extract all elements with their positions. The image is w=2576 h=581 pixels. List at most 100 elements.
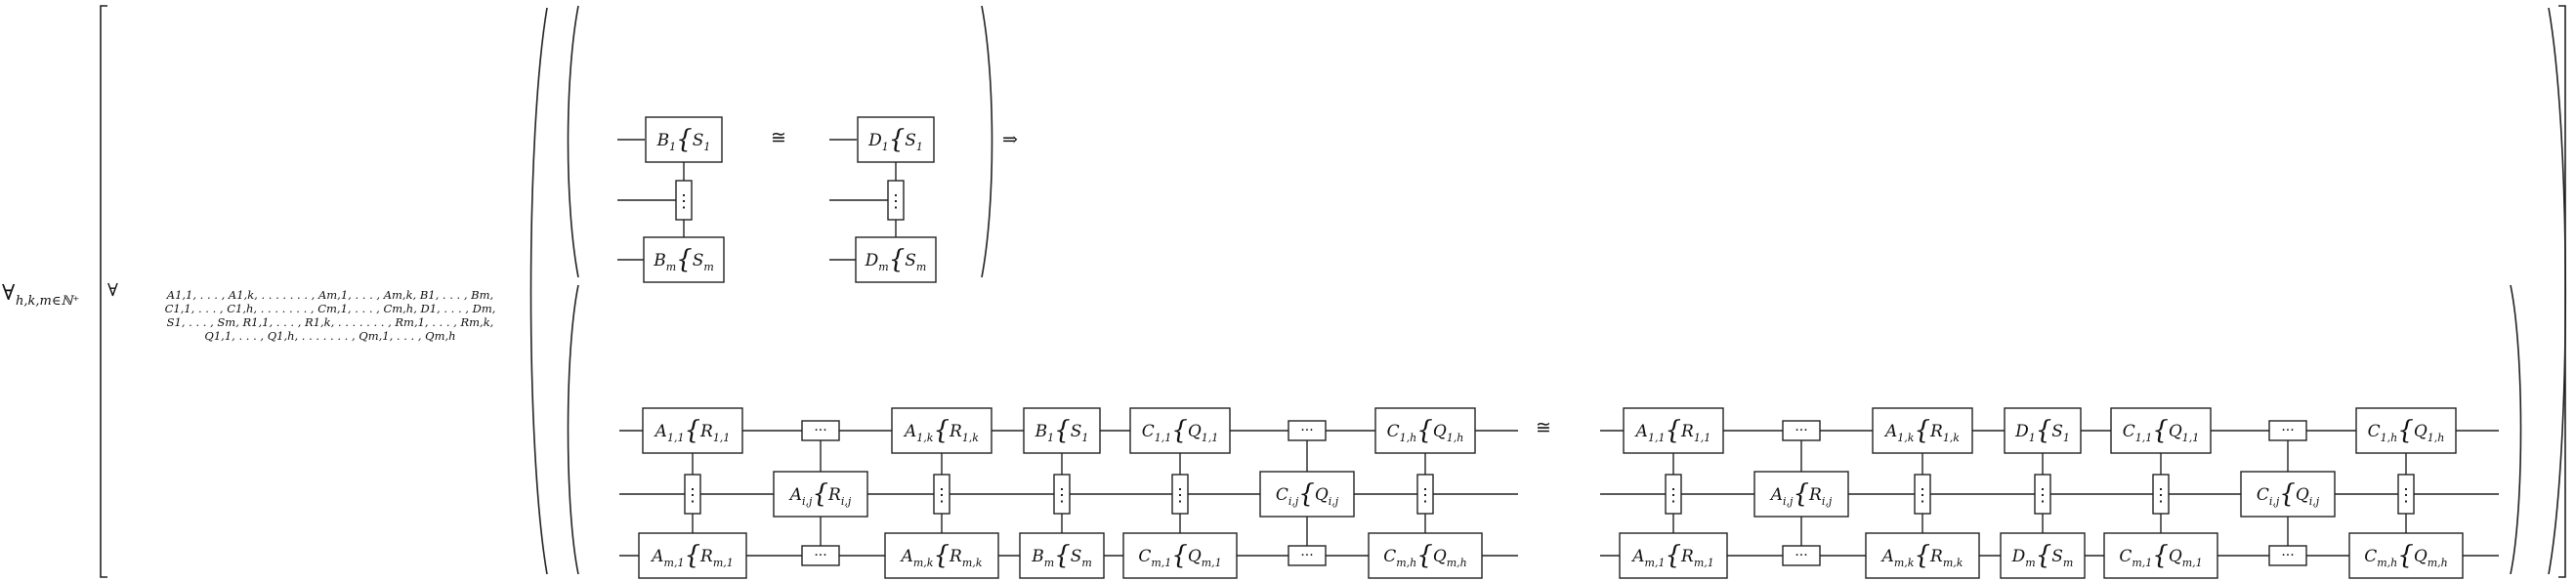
conclusion-left-mid-vdots-4-frame	[1171, 474, 1189, 515]
conclusion-left-top-cdots-2-glyph: ···	[1300, 423, 1313, 438]
conclusion-left-top-box-4-label: C1,1{Q1,1	[1142, 416, 1219, 445]
conclusion-right-top-box-5: C1,h{Q1,h	[2355, 407, 2457, 454]
conclusion-left-paren	[567, 284, 579, 575]
conclusion-left-bottom-box-2-frame	[884, 532, 999, 579]
variable-list-line-1: A1,1, . . . , A1,k, . . . . . . . , Am,1…	[166, 288, 493, 302]
premise-right-paren	[981, 5, 993, 278]
conclusion-left-bottom-box-3-frame	[1019, 532, 1105, 579]
conclusion-right-bottom-cdots-1-frame	[1782, 545, 1821, 566]
conclusion-left-bottom-cdots-1-glyph: ···	[814, 548, 826, 563]
conclusion-right-bottom-box-1-frame	[1619, 532, 1728, 579]
conclusion-right-bottom-box-2: Am,k{Rm,k	[1865, 532, 1980, 579]
conclusion-right-top-box-5-label: C1,h{Q1,h	[2368, 416, 2445, 445]
conclusion-left-top-box-2: A1,k{R1,k	[891, 407, 992, 454]
conclusion-right-mid-vdots-5-glyph: ⋮	[2397, 485, 2415, 506]
forall-symbol: ∀	[2, 281, 16, 306]
conclusion-right-top-cdots-1: ···	[1782, 420, 1821, 441]
conclusion-left-mid-vdots-2-glyph: ⋮	[933, 485, 950, 506]
conclusion-left-bottom-box-5-frame	[1368, 532, 1483, 579]
conclusion-right-mid-vdots-3-glyph: ⋮	[2034, 485, 2051, 506]
conclusion-left-bottom-box-4-frame	[1122, 532, 1238, 579]
conclusion-left-bottom-box-3-label: Bm{Sm	[1031, 541, 1092, 570]
conclusion-left-mid-vdots-5: ⋮	[1416, 474, 1434, 515]
conclusion-right-mid-box-2-frame	[2240, 471, 2336, 518]
conclusion-right-top-cdots-1-glyph: ···	[1795, 423, 1807, 438]
premise-right-box-bottom-label: Dm{Sm	[865, 245, 927, 274]
conclusion-right-bottom-cdots-2-glyph: ···	[2281, 548, 2294, 563]
conclusion-left-bottom-box-2: Am,k{Rm,k	[884, 532, 999, 579]
conclusion-right-top-box-2-frame	[1872, 407, 1973, 454]
conclusion-left-bottom-box-1: Am,1{Rm,1	[638, 532, 747, 579]
conclusion-left-mid-vdots-1: ⋮	[684, 474, 701, 515]
conclusion-right-mid-box-2-label: Ci,j{Qi,j	[2257, 479, 2320, 509]
conclusion-left-top-box-5: C1,h{Q1,h	[1374, 407, 1476, 454]
conclusion-right-bottom-box-1-label: Am,1{Rm,1	[1630, 541, 1714, 570]
premise-left-paren	[567, 5, 579, 278]
conclusion-right-mid-vdots-1-glyph: ⋮	[1665, 485, 1682, 506]
premise-right-box-top: D1{S1	[857, 116, 935, 163]
premise-right-vdots: ⋮	[887, 180, 905, 221]
conclusion-left-bottom-cdots-2-frame	[1288, 545, 1327, 566]
conclusion-right-top-box-2-label: A1,k{R1,k	[1883, 416, 1960, 445]
conclusion-right-mid-vdots-1-frame	[1665, 474, 1682, 515]
premise-left-box-top: B1{S1	[645, 116, 723, 163]
conclusion-left-mid-vdots-4: ⋮	[1171, 474, 1189, 515]
generated-diagram-content: B1{S1 ⋮ Bm{Sm D1{S1 ⋮ Dm{Sm A1,1{R1,1 ··· A1,k{R…	[617, 116, 2499, 579]
conclusion-right-top-box-5-frame	[2355, 407, 2457, 454]
conclusion-right-bottom-box-4: Cm,1{Qm,1	[2103, 532, 2218, 579]
conclusion-iso: ≅	[1536, 417, 1551, 438]
conclusion-right-mid-vdots-4: ⋮	[2152, 474, 2170, 515]
conclusion-right-top-box-1-frame	[1623, 407, 1724, 454]
conclusion-right-mid-vdots-4-glyph: ⋮	[2152, 485, 2170, 506]
conclusion-left-mid-box-2-frame	[1259, 471, 1355, 518]
conclusion-left-top-box-3-frame	[1023, 407, 1101, 454]
conclusion-left-top-box-3-label: B1{S1	[1035, 416, 1089, 445]
conclusion-left-bottom-box-1-frame	[638, 532, 747, 579]
conclusion-left-top-cdots-1: ···	[801, 420, 840, 441]
conclusion-right-mid-box-1-label: Ai,j{Ri,j	[1769, 479, 1833, 509]
conclusion-right-mid-box-2: Ci,j{Qi,j	[2240, 471, 2336, 518]
inner-forall-symbol: ∀	[107, 280, 118, 301]
outer-right-paren	[2548, 7, 2567, 575]
conclusion-left-top-box-3: B1{S1	[1023, 407, 1101, 454]
conclusion-right-mid-vdots-5-frame	[2397, 474, 2415, 515]
conclusion-right-mid-vdots-2-frame	[1914, 474, 1931, 515]
conclusion-left-top-box-1-frame	[642, 407, 743, 454]
conclusion-left-mid-vdots-2: ⋮	[933, 474, 950, 515]
conclusion-right-mid-vdots-2: ⋮	[1914, 474, 1931, 515]
conclusion-right-mid-box-1: Ai,j{Ri,j	[1753, 471, 1849, 518]
conclusion-left-top-box-1: A1,1{R1,1	[642, 407, 743, 454]
conclusion-left-bottom-cdots-2: ···	[1288, 545, 1327, 566]
conclusion-left-bottom-cdots-1: ···	[801, 545, 840, 566]
conclusion-right-bottom-cdots-2: ···	[2268, 545, 2307, 566]
conclusion-right-top-box-2: A1,k{R1,k	[1872, 407, 1973, 454]
variable-list-line-2: C1,1, . . . , C1,h, . . . . . . . , Cm,1…	[165, 302, 496, 315]
premise-left-box-top-frame	[645, 116, 723, 163]
conclusion-right-bottom-box-4-label: Cm,1{Qm,1	[2119, 541, 2202, 570]
conclusion-right-top-box-3: D1{S1	[2004, 407, 2082, 454]
conclusion-right-bottom-box-5-frame	[2348, 532, 2464, 579]
conclusion-left-mid-box-2-label: Ci,j{Qi,j	[1276, 479, 1339, 509]
conclusion-right-top-box-3-frame	[2004, 407, 2082, 454]
conclusion-left-mid-vdots-5-glyph: ⋮	[1416, 485, 1434, 506]
conclusion-right-top-cdots-1-frame	[1782, 420, 1821, 441]
conclusion-right-top-cdots-2-glyph: ···	[2281, 423, 2294, 438]
conclusion-left-top-cdots-2: ···	[1288, 420, 1327, 441]
conclusion-right-bottom-cdots-1: ···	[1782, 545, 1821, 566]
conclusion-left-mid-box-1-frame	[773, 471, 868, 518]
premise-left-box-top-label: B1{S1	[656, 125, 711, 154]
conclusion-right-bottom-box-3-label: Dm{Sm	[2011, 541, 2074, 570]
conclusion-right-bottom-box-2-label: Am,k{Rm,k	[1880, 541, 1964, 570]
conclusion-left-bottom-cdots-1-frame	[801, 545, 840, 566]
conclusion-left-bottom-box-2-label: Am,k{Rm,k	[900, 541, 983, 570]
conclusion-left-top-cdots-1-glyph: ···	[814, 423, 826, 438]
conclusion-left-mid-vdots-3-glyph: ⋮	[1053, 485, 1071, 506]
conclusion-right-mid-vdots-3: ⋮	[2034, 474, 2051, 515]
outer-quantifier: ∀ h,k,m∈ℕ⁺	[2, 281, 79, 309]
conclusion-right-bottom-box-3-frame	[2000, 532, 2086, 579]
conclusion-left-top-box-1-label: A1,1{R1,1	[654, 416, 731, 445]
conclusion-right-top-box-3-label: D1{S1	[2014, 416, 2070, 445]
conclusion-right-top-cdots-2-frame	[2268, 420, 2307, 441]
conclusion-right-top-box-4-frame	[2110, 407, 2212, 454]
